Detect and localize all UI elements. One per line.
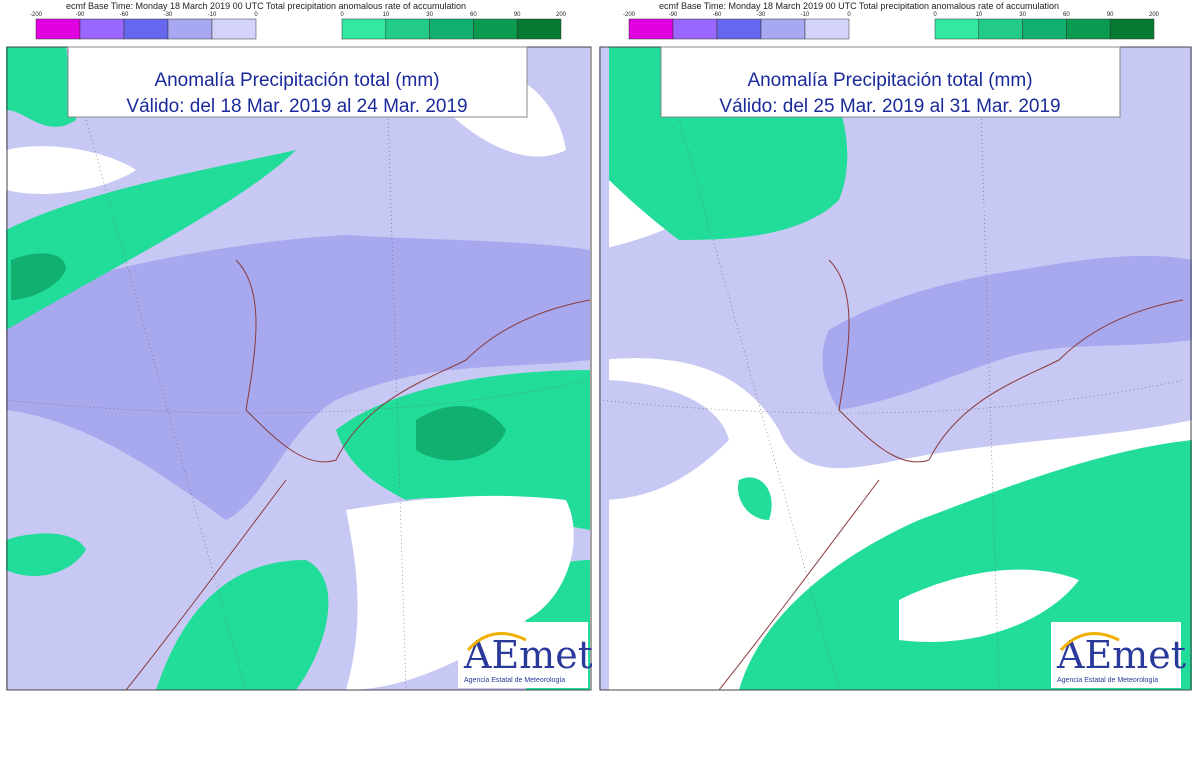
positive-scale-label: 200 [556, 12, 567, 18]
title-line: Válido: del 25 Mar. 2019 al 31 Mar. 2019 [719, 96, 1060, 117]
positive-scale-label: 60 [1063, 12, 1070, 18]
logo-subtitle: Agencia Estatal de Meteorología [1057, 677, 1158, 684]
positive-scale-swatch [473, 18, 518, 40]
negative-scale-label: -60 [120, 12, 129, 18]
positive-scale-label: 30 [426, 12, 433, 18]
positive-scale-swatch [934, 18, 980, 40]
anomaly-area [738, 477, 772, 520]
negative-scale-swatch [716, 18, 762, 40]
anomaly-area [156, 560, 329, 690]
negative-scale-label: -30 [164, 12, 173, 18]
title-line: Anomalía Precipitación total (mm) [747, 70, 1032, 91]
anomaly-area [6, 235, 590, 520]
negative-scale-swatch [123, 18, 169, 40]
positive-scale-swatch [978, 18, 1023, 40]
negative-scale-label: -30 [757, 12, 766, 18]
negative-scale-label: -200 [623, 12, 636, 18]
title-box [67, 46, 528, 118]
positive-scale-label: 10 [382, 12, 389, 18]
grid-line [599, 46, 1184, 691]
negative-scale-swatch [672, 18, 718, 40]
positive-scale-swatch [429, 18, 474, 40]
coastline [718, 259, 1184, 691]
anomaly-area [6, 533, 86, 576]
negative-scale-swatch [628, 18, 674, 40]
grid-line [6, 46, 591, 691]
anomaly-area [6, 150, 296, 330]
logo-subtitle: Agencia Estatal de Meteorología [464, 677, 565, 684]
positive-scale-label: 60 [470, 12, 477, 18]
positive-scale-swatch [1109, 18, 1155, 40]
positive-scale-label: 90 [1107, 12, 1114, 18]
positive-scale-label: 200 [1149, 12, 1160, 18]
anomaly-area [11, 253, 66, 300]
negative-scale-label: -90 [669, 12, 678, 18]
positive-scale-swatch [385, 18, 430, 40]
logo-mark [466, 631, 527, 652]
positive-scale-label: 0 [340, 12, 344, 18]
header: ecmf Base Time: Monday 18 March 2019 00 … [659, 1, 1059, 11]
anomaly-area [6, 47, 76, 127]
title-line: Anomalía Precipitación total (mm) [154, 70, 439, 91]
logo-box [1051, 622, 1181, 688]
anomaly-area [416, 406, 506, 461]
positive-scale-swatch [516, 18, 562, 40]
logo-mark [1059, 631, 1120, 652]
negative-scale-swatch [35, 18, 81, 40]
logo-name: AEmet [1056, 633, 1186, 677]
map-panel: ecmf Base Time: Monday 18 March 2019 00 … [599, 1, 1192, 691]
map-panel: ecmf Base Time: Monday 18 March 2019 00 … [6, 1, 592, 691]
positive-scale-label: 90 [514, 12, 521, 18]
positive-scale-label: 10 [975, 12, 982, 18]
negative-scale-label: -60 [713, 12, 722, 18]
anomaly-area [822, 255, 1192, 410]
negative-scale-swatch [804, 18, 850, 40]
negative-scale-swatch [211, 18, 257, 40]
negative-scale-label: -10 [801, 12, 810, 18]
anomaly-area [899, 569, 1079, 642]
logo-name: AEmet [463, 633, 592, 677]
header: ecmf Base Time: Monday 18 March 2019 00 … [66, 1, 466, 11]
negative-scale-swatch [167, 18, 213, 40]
negative-scale-label: 0 [847, 12, 851, 18]
negative-scale-label: -10 [208, 12, 217, 18]
anomaly-area [346, 495, 574, 690]
anomaly-area [599, 47, 609, 690]
positive-scale-swatch [1066, 18, 1111, 40]
positive-scale-label: 30 [1019, 12, 1026, 18]
negative-scale-label: -200 [30, 12, 43, 18]
negative-scale-swatch [79, 18, 125, 40]
coastline [125, 259, 591, 691]
title-line: Válido: del 18 Mar. 2019 al 24 Mar. 2019 [126, 96, 467, 117]
positive-scale-swatch [1022, 18, 1067, 40]
positive-scale-swatch [341, 18, 387, 40]
logo-box [458, 622, 588, 688]
negative-scale-label: 0 [254, 12, 258, 18]
anomaly-area [599, 380, 729, 500]
negative-scale-label: -90 [76, 12, 85, 18]
title-box [660, 46, 1121, 118]
positive-scale-label: 0 [933, 12, 937, 18]
negative-scale-swatch [760, 18, 806, 40]
